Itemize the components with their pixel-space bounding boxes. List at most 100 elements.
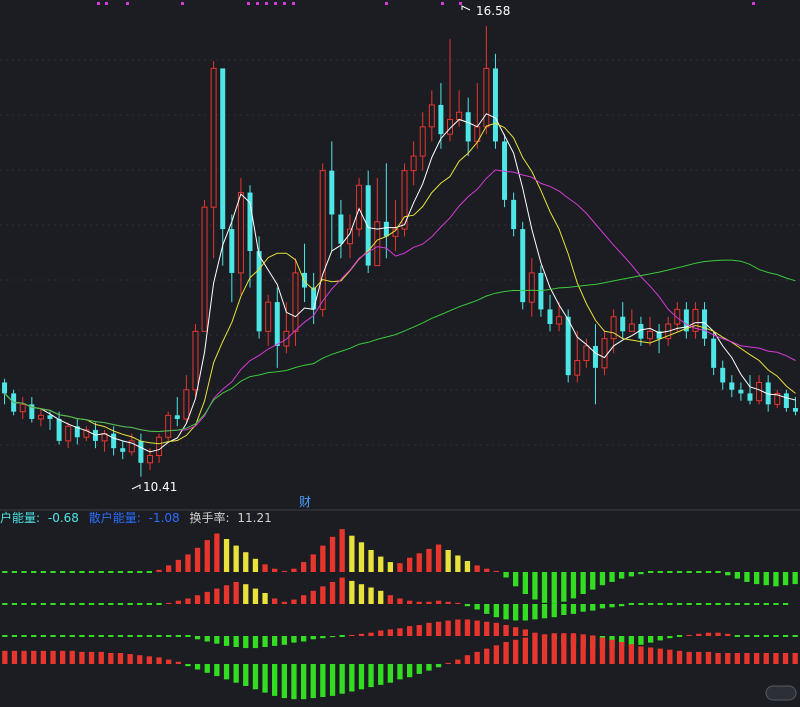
indicator-bar [503,642,509,664]
indicator-bar [667,603,673,605]
indicator-bar [60,635,66,637]
indicator-bar [725,572,731,576]
candle [428,90,435,142]
candle-body [156,436,163,456]
legend-main-energy-value: -0.68 [48,511,79,525]
candle [383,163,389,259]
indicator-bar [137,655,143,664]
indicator-bar [252,558,259,572]
indicator-bar [619,604,625,607]
indicator-bar [551,633,557,664]
indicator-bar [464,561,471,572]
indicator-bar [349,580,355,604]
candle [547,294,553,332]
candle-body [138,440,144,463]
indicator-histograms [2,529,798,700]
indicator-bar [79,635,85,637]
indicator-bar [185,554,191,572]
indicator-bar [60,603,66,605]
indicator-bar [166,602,172,604]
indicator-bar [397,628,403,636]
indicator-bar [580,634,586,664]
indicator-bar [368,587,374,604]
moving-average-lines [4,113,796,453]
indicator-bar [590,635,596,664]
indicator-bar [725,653,731,664]
indicator-bar [310,636,316,640]
indicator-bar [291,664,297,700]
candle [165,411,172,441]
indicator-bar [676,603,683,605]
legend-turnover-label: 换手率: [190,510,230,525]
indicator-bar [281,601,287,604]
indicator-bar [137,571,143,573]
indicator-bar [11,650,18,664]
indicator-bar [619,636,625,647]
candle-body [683,309,689,332]
indicator-bar [599,637,606,664]
candle-body [229,229,235,273]
indicator-bar [474,620,480,636]
candle [674,302,681,332]
indicator-bar [484,604,490,614]
indicator-bar [493,570,499,572]
indicator-bar [137,603,143,605]
indicator-series [2,529,798,604]
candle [628,309,635,332]
indicator-bar [281,664,287,699]
candle [356,177,363,237]
indicator-bar [175,600,181,604]
indicator-bar [705,651,712,664]
indicator-bar [223,585,230,604]
indicator-bar [329,636,336,638]
candle-body [574,360,581,376]
indicator-bar [734,603,740,605]
indicator-bar [599,572,606,586]
indicator-bar [407,664,413,678]
indicator-bar [792,653,798,664]
indicator-bar [233,582,239,604]
candle [419,112,426,171]
candle-body [774,392,781,405]
candle-body [265,301,272,332]
indicator-bar [580,572,586,594]
indicator-bar [11,603,18,605]
indicator-bar [464,619,471,636]
indicator-bar [88,651,95,664]
indicator-bar [233,636,239,647]
indicator-bar [214,533,220,572]
candle [502,134,508,208]
candle-body [647,330,653,340]
candle [237,177,244,295]
candle-body [111,433,117,449]
indicator-bar [378,590,384,604]
indicator-bar [754,653,760,664]
indicator-legend: 户能量: -0.68 散户能量: -1.08 换手率: 11.21 [0,510,272,525]
indicator-bar [648,571,654,573]
indicator-bar [493,604,499,618]
candle [65,422,72,449]
indicator-bar [792,572,798,585]
indicator-bar [262,564,268,572]
indicator-bar [50,571,56,573]
indicator-bar [426,548,432,572]
indicator-bar [638,572,644,575]
candle [292,258,299,346]
indicator-bar [686,634,692,636]
indicator-bar [252,636,259,649]
indicator-bar [21,571,27,573]
candle [647,316,653,346]
candle-body [383,221,389,237]
indicator-bar [214,588,220,604]
indicator-bar [580,604,586,612]
indicator-bar [320,636,326,639]
indicator-bar [194,547,201,572]
indicator-bar [648,647,654,664]
candle [465,97,471,157]
indicator-bar [117,653,124,664]
indicator-bar [117,635,124,637]
indicator-bar [609,572,615,582]
candle-body [56,418,62,441]
indicator-bar [349,664,355,692]
